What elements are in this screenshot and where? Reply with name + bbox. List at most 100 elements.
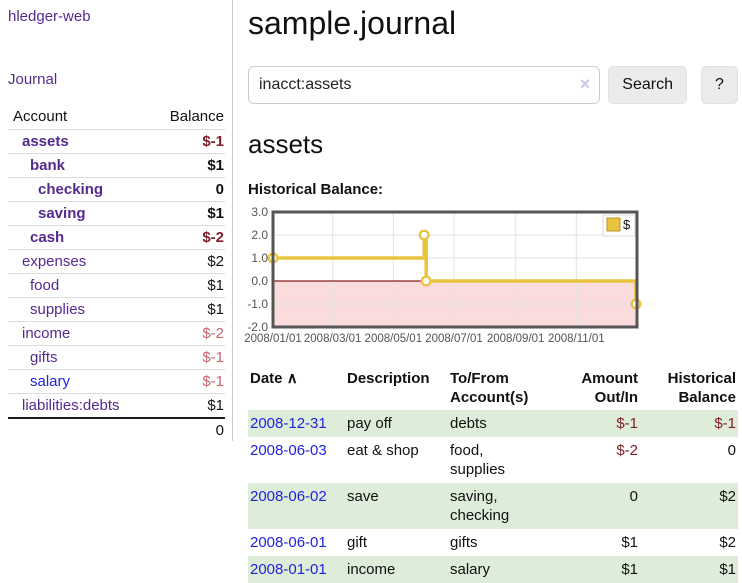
account-link[interactable]: bank xyxy=(30,157,66,174)
account-balance: $1 xyxy=(148,297,225,322)
search-button[interactable]: Search xyxy=(608,66,687,104)
transaction-date-link[interactable]: 2008-06-01 xyxy=(250,534,327,551)
account-link[interactable]: saving xyxy=(38,205,86,222)
account-row: checking 0 xyxy=(8,177,225,202)
chart-heading: Historical Balance: xyxy=(248,181,384,198)
search-form: × Search ? xyxy=(248,66,738,104)
register-header-date[interactable]: Date ∧ xyxy=(250,370,298,387)
transaction-accounts: debts xyxy=(450,415,487,432)
main-content: sample.journal × Search ? assets Histori… xyxy=(244,0,738,583)
transaction-balance: 0 xyxy=(727,442,736,459)
transaction-amount: $-1 xyxy=(616,415,638,432)
account-row: income $-2 xyxy=(8,321,225,346)
accounts-total-row: 0 xyxy=(8,417,225,442)
transaction-amount: $1 xyxy=(621,561,638,578)
transaction-date-link[interactable]: 2008-12-31 xyxy=(250,415,327,432)
account-balance: $2 xyxy=(148,249,225,274)
transaction-accounts: food, supplies xyxy=(450,442,506,478)
svg-text:2008/03/01: 2008/03/01 xyxy=(304,333,362,345)
account-row: gifts $-1 xyxy=(8,345,225,370)
transaction-amount: $-2 xyxy=(616,442,638,459)
transaction-description: save xyxy=(347,488,379,505)
account-row: supplies $1 xyxy=(8,297,225,322)
svg-text:2008/01/01: 2008/01/01 xyxy=(244,333,302,345)
account-balance: $1 xyxy=(148,273,225,298)
account-balance: $1 xyxy=(148,201,225,226)
accounts-total-value: 0 xyxy=(148,417,225,442)
account-balance: $-1 xyxy=(148,369,225,394)
search-input[interactable] xyxy=(248,66,601,104)
account-link[interactable]: checking xyxy=(38,181,104,198)
transaction-date-link[interactable]: 2008-06-03 xyxy=(250,442,327,459)
account-link[interactable]: income xyxy=(22,325,71,342)
account-link[interactable]: expenses xyxy=(22,253,87,270)
account-link[interactable]: gifts xyxy=(30,349,58,366)
svg-text:2.0: 2.0 xyxy=(251,228,268,242)
transaction-date-link[interactable]: 2008-06-02 xyxy=(250,488,327,505)
account-row: bank $1 xyxy=(8,153,225,178)
svg-text:1.0: 1.0 xyxy=(251,251,268,265)
clear-search-icon[interactable]: × xyxy=(579,74,591,94)
account-balance: $-1 xyxy=(148,129,225,154)
account-row: liabilities:debts $1 xyxy=(8,393,225,418)
svg-text:2008/05/01: 2008/05/01 xyxy=(365,333,423,345)
account-row: cash $-2 xyxy=(8,225,225,250)
register-table-body: 2008-12-31 pay off debts $-1 $-1 2008-06-03 ea… xyxy=(248,410,738,583)
transaction-description: eat & shop xyxy=(347,442,419,459)
transaction-description: income xyxy=(347,561,396,578)
transaction-description: gift xyxy=(347,534,368,551)
svg-text:$: $ xyxy=(623,217,631,232)
svg-text:-2.0: -2.0 xyxy=(247,320,268,334)
account-balance: $1 xyxy=(148,393,225,418)
account-row: assets $-1 xyxy=(8,129,225,154)
account-link[interactable]: food xyxy=(30,277,60,294)
account-link[interactable]: supplies xyxy=(30,301,86,318)
account-link[interactable]: assets xyxy=(22,133,69,150)
register-row: 2008-06-02 save saving, checking 0 $2 xyxy=(248,483,738,529)
register-row: 2008-06-01 gift gifts $1 $2 xyxy=(248,529,738,556)
register-header-balance: Historical Balance xyxy=(667,370,736,406)
account-row: salary $-1 xyxy=(8,369,225,394)
help-button[interactable]: ? xyxy=(700,66,738,104)
transaction-balance: $1 xyxy=(719,561,736,578)
register-header-amount: Amount Out/In xyxy=(581,370,638,406)
accounts-header-account: Account xyxy=(13,108,68,125)
historical-balance-chart: $3.0 2.0 1.0 0.0 -1.0 -2.0 2008/01/01 2008/03/0… xyxy=(244,204,648,352)
account-balance: $1 xyxy=(148,153,225,178)
register-header-row: Date ∧ Description To/From Account(s) Am… xyxy=(248,366,738,410)
account-balance: $-1 xyxy=(148,345,225,370)
transaction-amount: 0 xyxy=(629,488,638,505)
svg-text:2008/09/01: 2008/09/01 xyxy=(487,333,545,345)
svg-text:2008/11/01: 2008/11/01 xyxy=(548,333,605,345)
account-balance: $-2 xyxy=(148,321,225,346)
svg-text:3.0: 3.0 xyxy=(251,205,268,219)
accounts-table-body: assets $-1 bank $1 checking 0 saving $1 cash $-2 e… xyxy=(8,129,225,442)
transaction-balance: $2 xyxy=(719,534,736,551)
register-row: 2008-12-31 pay off debts $-1 $-1 xyxy=(248,410,738,437)
register-table: Date ∧ Description To/From Account(s) Am… xyxy=(248,366,738,583)
accounts-table: Account Balance assets $-1 bank $1 checking 0… xyxy=(8,104,225,442)
transaction-accounts: saving, checking xyxy=(450,488,510,524)
svg-text:2008/07/01: 2008/07/01 xyxy=(425,333,483,345)
account-link[interactable]: cash xyxy=(30,229,65,246)
transaction-amount: $1 xyxy=(621,534,638,551)
transaction-balance: $2 xyxy=(719,488,736,505)
register-header-accounts: To/From Account(s) xyxy=(450,370,529,406)
account-row: food $1 xyxy=(8,273,225,298)
account-link[interactable]: salary xyxy=(30,373,71,390)
account-link[interactable]: liabilities:debts xyxy=(22,397,120,414)
account-row: expenses $2 xyxy=(8,249,225,274)
transaction-accounts: salary xyxy=(450,561,491,578)
app-brand-link[interactable]: hledger-web xyxy=(8,8,91,25)
register-row: 2008-01-01 income salary $1 $1 xyxy=(248,556,738,583)
account-balance: $-2 xyxy=(148,225,225,250)
transaction-accounts: gifts xyxy=(450,534,478,551)
svg-text:-1.0: -1.0 xyxy=(247,297,268,311)
register-header-description: Description xyxy=(347,370,430,387)
transaction-description: pay off xyxy=(347,415,392,432)
account-balance: 0 xyxy=(148,177,225,202)
transaction-date-link[interactable]: 2008-01-01 xyxy=(250,561,327,578)
sidebar-item-journal[interactable]: Journal xyxy=(8,71,58,88)
sidebar: hledger-web Journal Account Balance asse… xyxy=(0,0,233,442)
